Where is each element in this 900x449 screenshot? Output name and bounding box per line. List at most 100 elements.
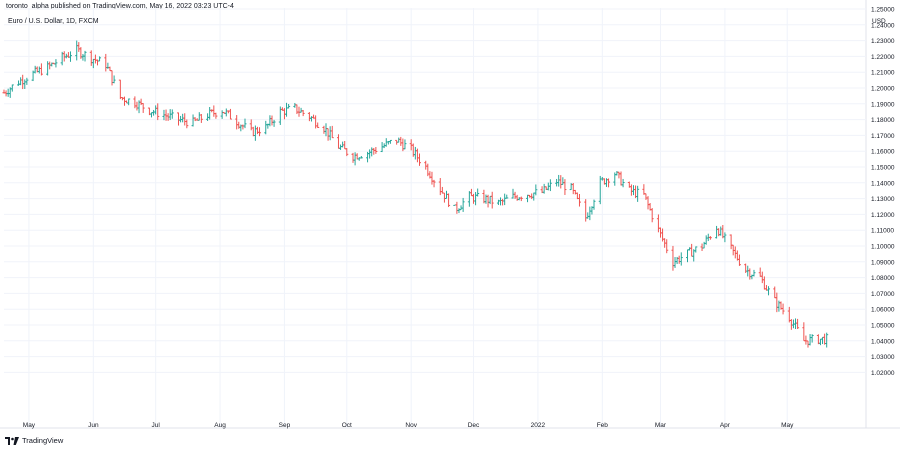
ohlc-bar [808,334,812,346]
ohlc-bar [758,267,762,277]
ohlc-bar [301,109,305,117]
ohlc-bar [299,107,303,113]
ohlc-bar [324,123,328,137]
ohlc-bar [571,182,575,195]
ohlc-bar [295,104,299,115]
ohlc-bars [2,40,829,348]
ohlc-bar [548,179,552,192]
ohlc-bar [110,70,114,86]
price-tick-label: 1.21000 [871,70,895,77]
tradingview-logo-icon [5,436,19,445]
price-tick-label: 1.12000 [871,212,895,219]
time-tick-label: Apr [720,422,731,429]
ohlc-bar [619,171,623,186]
ohlc-bar [95,59,99,66]
ohlc-bar [424,160,428,170]
ohlc-bar [212,105,216,117]
ohlc-bar [359,155,363,159]
ohlc-bar [557,174,561,187]
price-tick-label: 1.15000 [871,165,895,172]
ohlc-bar [336,134,340,149]
ohlc-bar [781,303,785,315]
ohlc-bar [818,338,822,346]
ohlc-bar [81,53,85,61]
ohlc-bar [810,334,814,343]
tradingview-branding[interactable]: TradingView [5,436,63,445]
price-tick-label: 1.18000 [871,117,895,124]
ohlc-bar [264,120,268,135]
ohlc-bar [191,114,195,127]
ohlc-bar [98,56,102,62]
ohlc-bar [25,77,29,85]
ohlc-bar [794,318,798,329]
ohlc-bar [418,153,421,166]
time-axis: May Jun Jul Aug Sep Oct Nov Dec 2022 Feb Mar Apr May [23,422,794,429]
ohlc-bar [432,179,436,188]
ohlc-bar [339,144,343,150]
ohlc-bar [796,318,800,330]
ohlc-bar [688,247,692,251]
ohlc-bar [438,178,442,196]
ohlc-bar [503,193,507,206]
ohlc-bar [83,50,87,62]
ohlc-bar [617,171,621,179]
ohlc-bar [220,110,224,119]
ohlc-bar [415,148,419,163]
ohlc-bar [708,236,712,240]
ohlc-bar [208,107,212,120]
ohlc-bar [127,98,131,106]
ohlc-bar [112,75,116,84]
ohlc-bar [170,109,174,119]
ohlc-bar [752,269,756,277]
ohlc-bar [665,239,669,254]
ohlc-bar [737,254,741,266]
price-tick-label: 1.07000 [871,291,895,298]
ohlc-bar [671,245,675,271]
ohlc-bar [54,59,58,68]
ohlc-bar [297,106,301,117]
price-tick-label: 1.04000 [871,338,895,345]
ohlc-bar [403,139,407,150]
ohlc-bar [89,50,93,66]
time-tick-label: Oct [342,422,352,429]
ohlc-bar [154,105,158,115]
ohlc-bar [224,108,228,117]
ohlc-bar [68,51,72,62]
ohlc-bar [694,246,698,253]
ohlc-bar [577,193,581,207]
time-tick-label: Feb [597,422,609,429]
ohlc-bar [399,136,403,146]
ohlc-bar [733,246,737,259]
time-tick-label: Jul [152,422,161,429]
time-tick-label: Aug [214,422,226,429]
ohlc-bar [702,241,706,249]
ohlc-bar [501,198,505,206]
ohlc-bar [156,103,160,121]
ohlc-bar [719,226,723,236]
ohlc-bar [77,42,81,52]
price-tick-label: 1.19000 [871,101,895,108]
ohlc-bar [255,126,259,135]
ohlc-bar [442,192,446,203]
ohlc-bar [773,286,777,299]
tradingview-brand-label: TradingView [22,436,64,445]
ohlc-bar [513,191,517,199]
ohlc-bar [804,335,808,345]
price-tick-label: 1.11000 [871,228,894,235]
ohlc-bar [656,214,660,233]
ohlc-bar [285,102,289,117]
price-tick-label: 1.24000 [871,22,895,29]
ohlc-bar [459,205,463,211]
ohlc-bar [258,127,262,137]
ohlc-bar [631,185,635,196]
price-tick-label: 1.03000 [871,354,895,361]
ohlc-bar [228,108,232,120]
ohlc-bar [413,146,417,160]
ohlc-bar [235,115,239,130]
chart-title: Euro / U.S. Dollar, 1D, FXCM [8,18,99,25]
ohlc-bar [588,206,592,221]
price-tick-label: 1.09000 [871,259,895,266]
ohlc-bar [241,124,245,130]
ohlc-bar [519,196,523,202]
